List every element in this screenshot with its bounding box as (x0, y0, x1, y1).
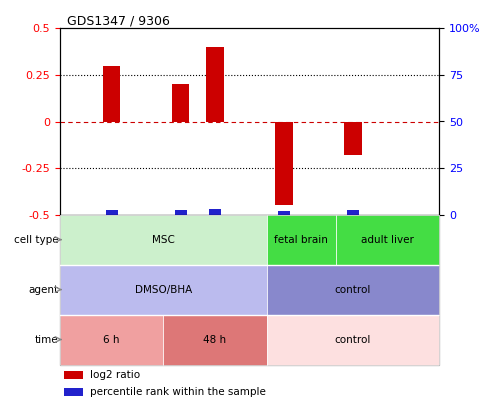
Bar (267, 315, 439, 364)
Bar (175, 210, 187, 217)
Text: 48 h: 48 h (204, 335, 227, 345)
Text: DMSO/BHA: DMSO/BHA (135, 285, 192, 294)
Text: control: control (335, 285, 371, 294)
Text: MSC: MSC (152, 234, 175, 245)
Text: adult liver: adult liver (361, 234, 414, 245)
Bar (60, 215, 267, 264)
Bar (172, 84, 189, 122)
Bar (267, 215, 336, 264)
Text: 6 h: 6 h (103, 335, 120, 345)
Bar (336, 215, 439, 264)
Text: percentile rank within the sample: percentile rank within the sample (90, 387, 266, 396)
Text: control: control (335, 335, 371, 345)
Text: cell type: cell type (13, 234, 58, 245)
Bar (60, 264, 267, 315)
Bar (275, 122, 292, 205)
Text: time: time (34, 335, 58, 345)
Bar (344, 122, 362, 155)
Text: agent: agent (28, 285, 58, 294)
Bar (64, 371, 83, 379)
Bar (163, 315, 267, 364)
Bar (60, 315, 163, 364)
Bar (209, 209, 221, 217)
Bar (103, 66, 120, 122)
Text: GDS1347 / 9306: GDS1347 / 9306 (67, 14, 170, 27)
Bar (64, 388, 83, 396)
Text: fetal brain: fetal brain (274, 234, 328, 245)
Bar (267, 264, 439, 315)
Bar (278, 211, 290, 218)
Bar (347, 210, 359, 217)
Bar (207, 47, 224, 122)
Text: log2 ratio: log2 ratio (90, 370, 140, 379)
Bar (106, 210, 118, 217)
